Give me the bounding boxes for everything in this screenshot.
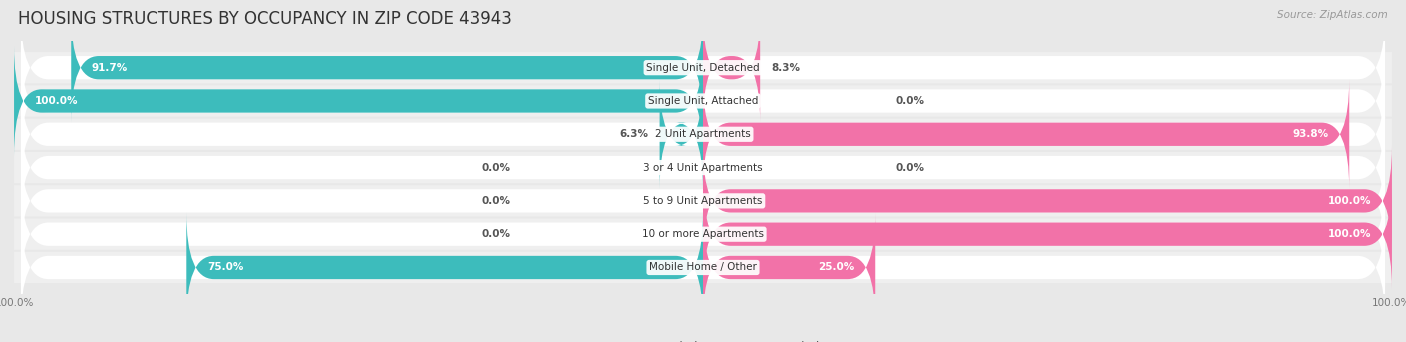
FancyBboxPatch shape (72, 13, 703, 123)
Text: HOUSING STRUCTURES BY OCCUPANCY IN ZIP CODE 43943: HOUSING STRUCTURES BY OCCUPANCY IN ZIP C… (18, 10, 512, 28)
Text: 10 or more Apartments: 10 or more Apartments (643, 229, 763, 239)
FancyBboxPatch shape (703, 13, 761, 123)
Text: 0.0%: 0.0% (481, 196, 510, 206)
Text: 6.3%: 6.3% (620, 129, 648, 139)
FancyBboxPatch shape (14, 119, 1392, 150)
Text: 93.8%: 93.8% (1292, 129, 1329, 139)
FancyBboxPatch shape (659, 79, 703, 189)
Text: 2 Unit Apartments: 2 Unit Apartments (655, 129, 751, 139)
FancyBboxPatch shape (186, 212, 703, 323)
Text: 5 to 9 Unit Apartments: 5 to 9 Unit Apartments (644, 196, 762, 206)
FancyBboxPatch shape (703, 146, 1392, 256)
FancyBboxPatch shape (21, 79, 1385, 189)
Text: 25.0%: 25.0% (818, 262, 855, 273)
FancyBboxPatch shape (21, 146, 1385, 256)
Text: 0.0%: 0.0% (896, 96, 925, 106)
Text: Single Unit, Attached: Single Unit, Attached (648, 96, 758, 106)
Text: Mobile Home / Other: Mobile Home / Other (650, 262, 756, 273)
FancyBboxPatch shape (21, 113, 1385, 223)
FancyBboxPatch shape (703, 212, 876, 323)
Text: 100.0%: 100.0% (1327, 196, 1371, 206)
Text: Source: ZipAtlas.com: Source: ZipAtlas.com (1277, 10, 1388, 20)
Text: 91.7%: 91.7% (91, 63, 128, 73)
FancyBboxPatch shape (14, 46, 703, 156)
Text: Single Unit, Detached: Single Unit, Detached (647, 63, 759, 73)
Text: 0.0%: 0.0% (481, 229, 510, 239)
Text: 100.0%: 100.0% (1327, 229, 1371, 239)
Text: 3 or 4 Unit Apartments: 3 or 4 Unit Apartments (643, 162, 763, 173)
FancyBboxPatch shape (14, 52, 1392, 83)
FancyBboxPatch shape (703, 79, 1350, 189)
FancyBboxPatch shape (21, 212, 1385, 323)
FancyBboxPatch shape (14, 86, 1392, 117)
FancyBboxPatch shape (21, 13, 1385, 123)
FancyBboxPatch shape (703, 179, 1392, 289)
FancyBboxPatch shape (21, 179, 1385, 289)
FancyBboxPatch shape (14, 252, 1392, 283)
Text: 0.0%: 0.0% (896, 162, 925, 173)
FancyBboxPatch shape (14, 152, 1392, 183)
Text: 8.3%: 8.3% (772, 63, 800, 73)
Text: 0.0%: 0.0% (481, 162, 510, 173)
Text: 75.0%: 75.0% (207, 262, 243, 273)
FancyBboxPatch shape (14, 185, 1392, 216)
Legend: Owner-occupied, Renter-occupied: Owner-occupied, Renter-occupied (581, 337, 825, 342)
FancyBboxPatch shape (21, 46, 1385, 156)
FancyBboxPatch shape (14, 219, 1392, 250)
Text: 100.0%: 100.0% (35, 96, 79, 106)
